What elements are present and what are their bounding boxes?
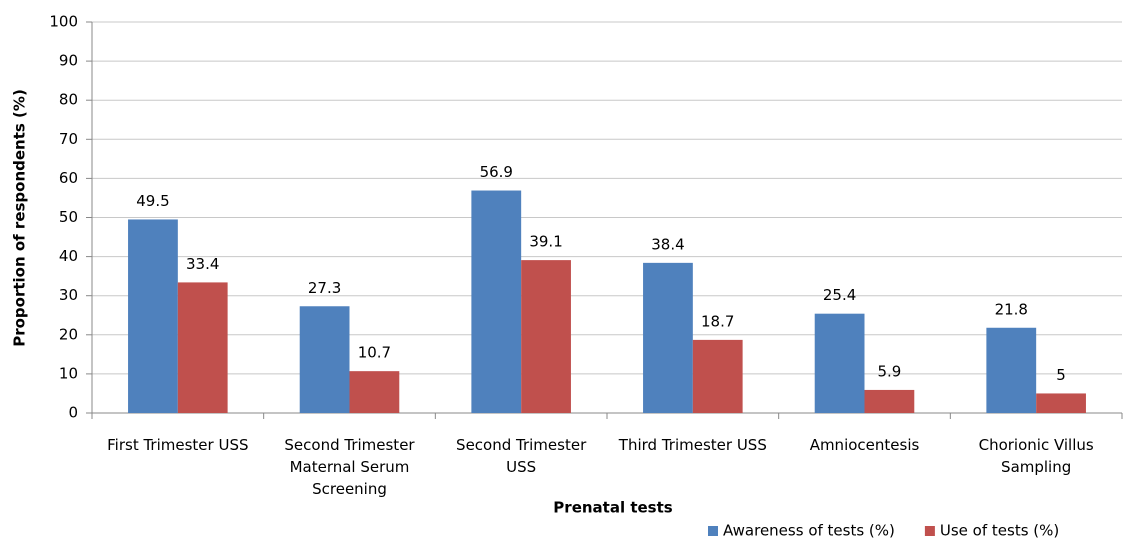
- value-label: 39.1: [529, 233, 562, 251]
- value-label: 18.7: [701, 312, 734, 330]
- x-tick-label: Second Trimester Maternal Serum Screenin…: [284, 436, 415, 498]
- legend-label: Use of tests (%): [940, 522, 1059, 540]
- value-label: 27.3: [308, 279, 341, 297]
- value-label: 38.4: [651, 235, 684, 253]
- value-label: 49.5: [136, 192, 169, 210]
- bar: [177, 282, 228, 413]
- x-tick-label: Third Trimester USS: [618, 436, 767, 454]
- bar: [299, 306, 350, 413]
- legend-swatch: [708, 526, 718, 536]
- bar: [471, 190, 522, 413]
- value-label: 25.4: [823, 286, 856, 304]
- y-tick-label: 40: [59, 247, 78, 265]
- y-tick-label: 0: [68, 404, 78, 422]
- y-axis-label: Proportion of respondents (%): [11, 89, 29, 347]
- value-label: 5.9: [877, 362, 901, 380]
- legend-swatch: [924, 526, 935, 536]
- value-label: 10.7: [358, 344, 391, 362]
- bar: [128, 219, 178, 413]
- y-tick-label: 80: [59, 91, 78, 109]
- bar: [814, 313, 865, 413]
- y-tick-label: 100: [49, 13, 78, 31]
- y-tick-label: 10: [59, 364, 78, 382]
- bar: [521, 260, 571, 413]
- value-label: 5: [1056, 366, 1066, 384]
- y-tick-label: 70: [59, 130, 78, 148]
- x-axis-label: Prenatal tests: [553, 499, 672, 517]
- legend-label: Awareness of tests (%): [723, 522, 895, 540]
- y-tick-label: 90: [59, 52, 78, 70]
- value-label: 33.4: [186, 255, 219, 273]
- x-tick-label: Second Trimester USS: [456, 436, 587, 476]
- x-tick-label: Amniocentesis: [809, 436, 920, 454]
- y-tick-label: 50: [59, 208, 78, 226]
- bar: [349, 371, 400, 413]
- bar: [692, 339, 743, 413]
- y-tick-label: 20: [59, 325, 78, 343]
- bar: [643, 262, 693, 413]
- value-label: 56.9: [480, 163, 513, 181]
- bar: [864, 389, 915, 413]
- bar: [1036, 393, 1086, 413]
- y-tick-label: 30: [59, 286, 78, 304]
- value-label: 21.8: [995, 300, 1028, 318]
- x-tick-label: Chorionic Villus Sampling: [978, 436, 1094, 476]
- bar: [986, 327, 1037, 413]
- y-tick-label: 60: [59, 169, 78, 187]
- x-tick-label: First Trimester USS: [107, 436, 249, 454]
